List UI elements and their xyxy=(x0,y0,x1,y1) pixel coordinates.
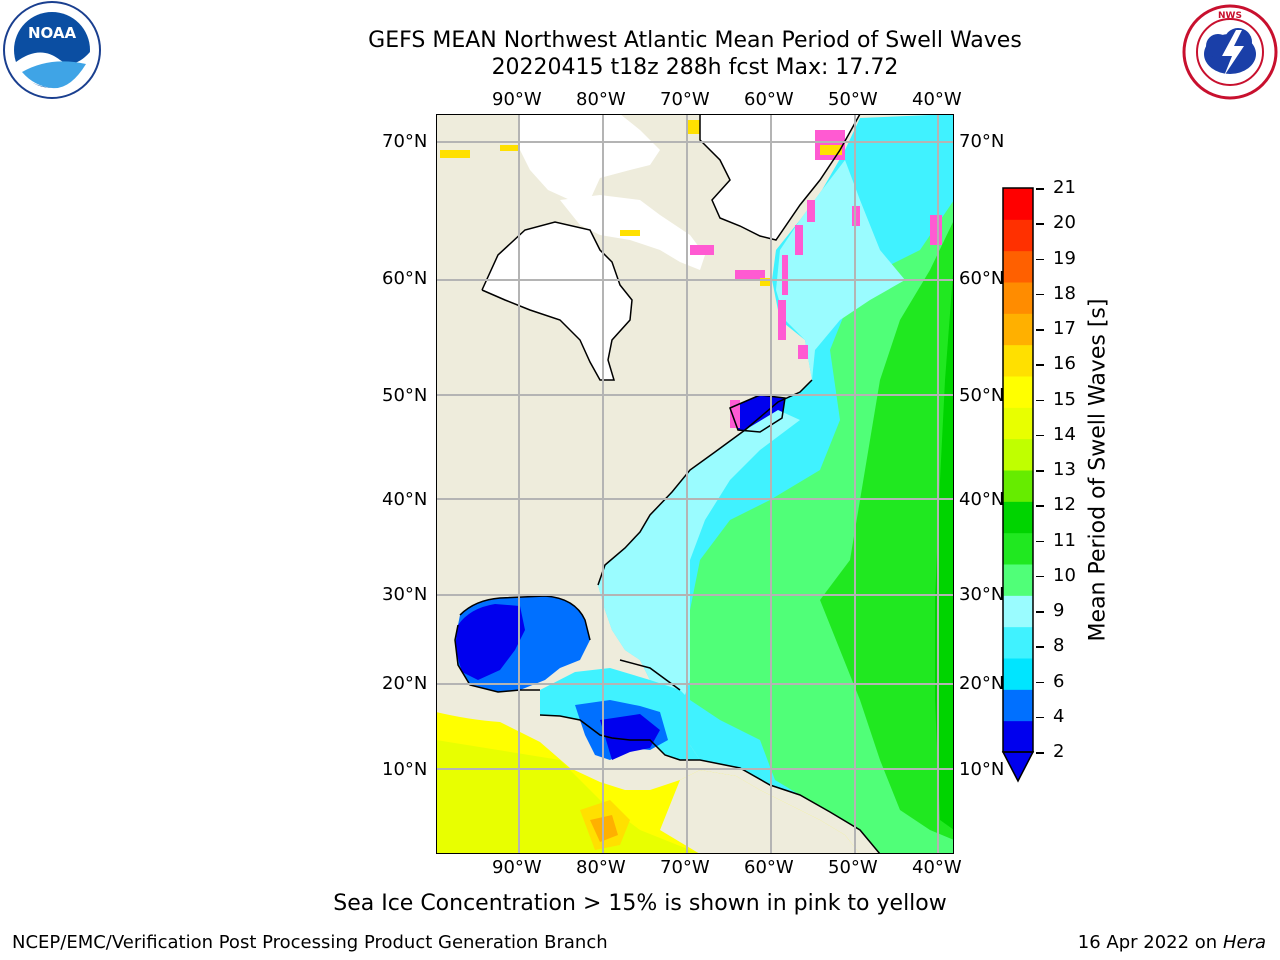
colorbar-bin xyxy=(1003,689,1033,722)
lon-tick-top-60w: 60°W xyxy=(744,89,794,110)
colorbar-tick-label: 21 xyxy=(1053,177,1076,198)
noaa-logo: NOAA xyxy=(0,0,104,104)
lat-tick-right-70n: 70°N xyxy=(959,131,1005,152)
colorbar-bin xyxy=(1003,282,1033,314)
colorbar-tick-label: 17 xyxy=(1053,318,1076,339)
colorbar-tick-label: 18 xyxy=(1053,282,1076,304)
lon-tick-top-90w: 90°W xyxy=(492,89,542,110)
colorbar-tick-mark xyxy=(1036,223,1044,225)
lat-tick-right-30n: 30°N xyxy=(959,584,1005,605)
colorbar-tick-label: 4 xyxy=(1053,705,1065,727)
colorbar-tick-label: 13 xyxy=(1053,459,1076,480)
svg-text:NOAA: NOAA xyxy=(28,24,77,42)
svg-text:NWS: NWS xyxy=(1218,11,1242,21)
footer-host: Hera xyxy=(1222,932,1266,953)
colorbar-bin xyxy=(1003,626,1033,659)
colorbar-bin xyxy=(1003,595,1033,628)
colorbar-tick-mark xyxy=(1036,575,1044,578)
lat-tick-right-20n: 20°N xyxy=(959,673,1005,694)
colorbar-tick-mark xyxy=(1036,434,1044,437)
colorbar-tick-mark xyxy=(1036,681,1044,683)
colorbar-bin xyxy=(1003,658,1033,690)
colorbar-tick-mark xyxy=(1036,293,1044,296)
colorbar-tick-mark xyxy=(1036,752,1044,754)
colorbar-tick-label: 9 xyxy=(1053,600,1065,621)
footer-date-text: 16 Apr 2022 on xyxy=(1077,932,1223,953)
lon-tick-bottom-80w: 80°W xyxy=(576,857,626,878)
lat-tick-right-40n: 40°N xyxy=(959,489,1005,510)
colorbar-bin xyxy=(1003,501,1033,534)
colorbar-bin xyxy=(1003,532,1033,565)
lon-tick-top-50w: 50°W xyxy=(828,89,878,110)
colorbar-bin xyxy=(1003,219,1033,252)
colorbar-tick-mark xyxy=(1036,329,1044,331)
lon-tick-bottom-50w: 50°W xyxy=(828,857,878,878)
colorbar-tick-label: 6 xyxy=(1053,670,1065,692)
lon-tick-top-70w: 70°W xyxy=(660,89,710,110)
lat-tick-left-20n: 20°N xyxy=(382,673,428,694)
footer-branch: NCEP/EMC/Verification Post Processing Pr… xyxy=(12,932,608,953)
colorbar-tick-label: 2 xyxy=(1053,741,1065,762)
colorbar-tick-mark xyxy=(1036,646,1044,648)
lon-tick-top-80w: 80°W xyxy=(576,89,626,110)
lat-tick-right-50n: 50°N xyxy=(959,385,1005,406)
colorbar-bin xyxy=(1003,407,1033,440)
colorbar-tick-mark xyxy=(1036,258,1044,260)
colorbar-bin xyxy=(1003,250,1033,283)
colorbar-tick-mark xyxy=(1036,364,1044,366)
sea-ice-caption: Sea Ice Concentration > 15% is shown in … xyxy=(333,891,947,916)
chart-title: GEFS MEAN Northwest Atlantic Mean Period… xyxy=(368,28,1022,53)
lat-tick-right-10n: 10°N xyxy=(959,759,1005,780)
colorbar xyxy=(1001,187,1035,783)
lon-tick-top-40w: 40°W xyxy=(912,89,962,110)
lat-tick-left-60n: 60°N xyxy=(382,268,428,289)
nws-logo: NWS xyxy=(1178,0,1280,100)
colorbar-tick-mark xyxy=(1036,399,1044,401)
colorbar-tick-mark xyxy=(1036,470,1044,472)
colorbar-tick-mark xyxy=(1036,611,1044,613)
lon-tick-bottom-90w: 90°W xyxy=(492,857,542,878)
chart-subtitle: 20220415 t18z 288h fcst Max: 17.72 xyxy=(491,55,899,80)
colorbar-tick-label: 19 xyxy=(1053,247,1076,269)
colorbar-tick-label: 14 xyxy=(1053,423,1076,445)
colorbar-bin xyxy=(1003,438,1033,471)
lon-tick-bottom-70w: 70°W xyxy=(660,857,710,878)
lat-tick-left-50n: 50°N xyxy=(382,385,428,406)
colorbar-tick-label: 10 xyxy=(1053,564,1076,586)
colorbar-tick-label: 8 xyxy=(1053,635,1065,657)
colorbar-bin xyxy=(1003,564,1033,596)
colorbar-tick-label: 20 xyxy=(1053,212,1076,234)
colorbar-bin xyxy=(1003,188,1033,220)
lon-tick-bottom-60w: 60°W xyxy=(744,857,794,878)
colorbar-tick-mark xyxy=(1036,540,1044,542)
colorbar-tick-label: 12 xyxy=(1053,494,1076,516)
colorbar-tick-mark xyxy=(1036,188,1044,190)
lon-tick-bottom-40w: 40°W xyxy=(912,857,962,878)
lat-tick-left-70n: 70°N xyxy=(382,131,428,152)
colorbar-bin xyxy=(1003,376,1033,408)
colorbar-extend-arrow xyxy=(1001,751,1035,783)
colorbar-label: Mean Period of Swell Waves [s] xyxy=(1085,298,1111,642)
colorbar-bin xyxy=(1003,344,1033,377)
lat-tick-left-30n: 30°N xyxy=(382,584,428,605)
colorbar-bin xyxy=(1003,720,1033,753)
lat-tick-left-40n: 40°N xyxy=(382,489,428,510)
colorbar-bin xyxy=(1003,313,1033,346)
colorbar-tick-label: 16 xyxy=(1053,353,1076,375)
colorbar-tick-mark xyxy=(1036,505,1044,507)
colorbar-tick-mark xyxy=(1036,716,1044,719)
footer-date: 16 Apr 2022 on Hera xyxy=(1078,932,1266,953)
lat-tick-right-60n: 60°N xyxy=(959,268,1005,289)
colorbar-tick-label: 15 xyxy=(1053,388,1076,410)
map-panel xyxy=(436,114,954,854)
lat-tick-left-10n: 10°N xyxy=(382,759,428,780)
colorbar-bin xyxy=(1003,470,1033,502)
colorbar-tick-label: 11 xyxy=(1053,529,1076,551)
